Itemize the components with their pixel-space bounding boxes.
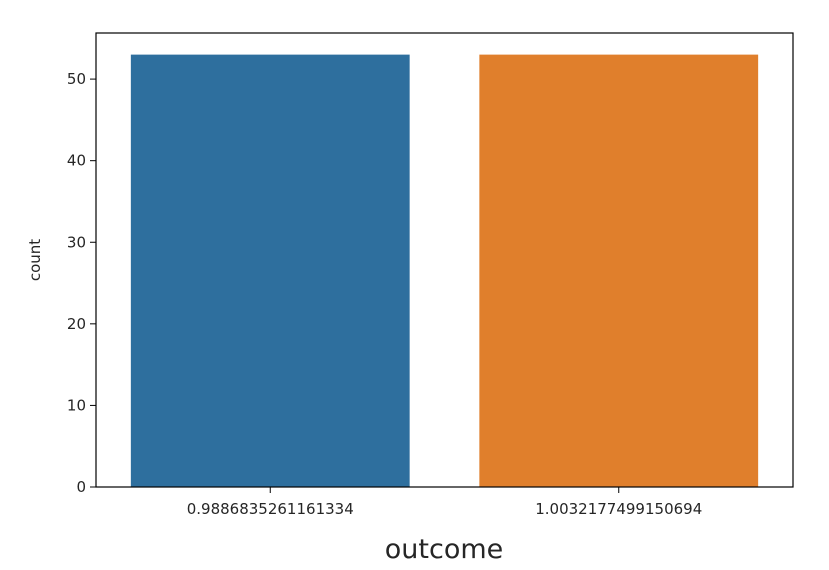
y-tick-label: 0 (76, 478, 86, 496)
y-axis-label: count (26, 239, 44, 281)
y-tick-label: 20 (67, 315, 86, 333)
y-tick-label: 30 (67, 233, 86, 251)
y-axis-ticks: 0 10 20 30 40 50 (67, 70, 96, 496)
bar-1 (130, 54, 410, 487)
x-axis-label: outcome (385, 534, 504, 565)
x-axis-ticks: 0.9886835261161334 1.0032177499150694 (187, 487, 702, 518)
x-tick-label: 1.0032177499150694 (535, 500, 702, 518)
plot-frame (95, 32, 794, 488)
y-tick-label: 50 (67, 70, 86, 88)
x-tick-label: 0.9886835261161334 (187, 500, 354, 518)
y-tick-label: 40 (67, 152, 86, 170)
bars-group (130, 54, 759, 487)
y-tick-label: 10 (67, 396, 86, 414)
bar-2 (479, 54, 759, 487)
